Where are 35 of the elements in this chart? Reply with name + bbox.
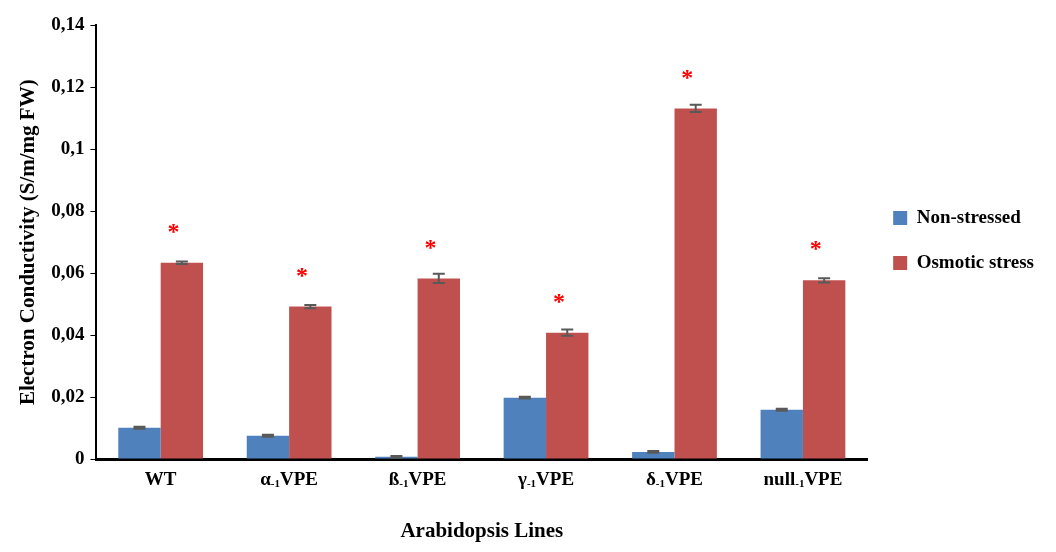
- y-tick-label: 0,04: [51, 323, 85, 345]
- y-tick-label: 0,06: [51, 261, 85, 283]
- bar: [760, 409, 803, 459]
- y-tick-label: 0,02: [51, 384, 85, 406]
- annotation: *: [681, 63, 694, 90]
- bar: [632, 451, 675, 459]
- annotation: *: [295, 261, 308, 288]
- legend-label: Osmotic stress: [916, 250, 1035, 272]
- bar: [417, 278, 460, 459]
- x-tick-label: γ-1VPE: [517, 468, 575, 489]
- bar: [802, 280, 846, 459]
- legend-label: Non-stressed: [916, 205, 1022, 227]
- bar: [503, 397, 547, 459]
- x-axis-title: Arabidopsis Lines: [400, 518, 564, 542]
- x-tick-label: ß-1VPE: [388, 468, 447, 489]
- annotation: *: [167, 217, 180, 244]
- x-tick-label: null-1VPE: [763, 468, 843, 489]
- bar: [546, 332, 589, 459]
- x-tick-label: δ-1VPE: [645, 468, 704, 489]
- y-axis-title: Electron Conductivity (S/m/mg FW): [15, 79, 40, 406]
- bar: [160, 262, 204, 459]
- annotation: *: [552, 287, 565, 314]
- bar: [246, 435, 290, 459]
- x-tick-label: WT: [144, 468, 177, 489]
- annotation: *: [809, 235, 822, 262]
- bar: [674, 108, 717, 459]
- y-tick-label: 0,1: [60, 137, 85, 159]
- y-tick-label: 0: [74, 446, 85, 468]
- bar: [289, 306, 332, 459]
- y-tick-label: 0,08: [51, 199, 85, 221]
- y-tick-label: 0,12: [51, 75, 85, 97]
- bar: [118, 427, 161, 459]
- y-tick-label: 0,14: [51, 13, 85, 35]
- annotation: *: [424, 233, 437, 260]
- x-tick-label: α-1VPE: [260, 468, 319, 489]
